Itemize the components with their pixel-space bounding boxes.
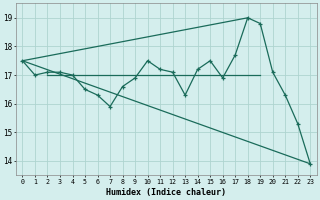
X-axis label: Humidex (Indice chaleur): Humidex (Indice chaleur) [106,188,226,197]
